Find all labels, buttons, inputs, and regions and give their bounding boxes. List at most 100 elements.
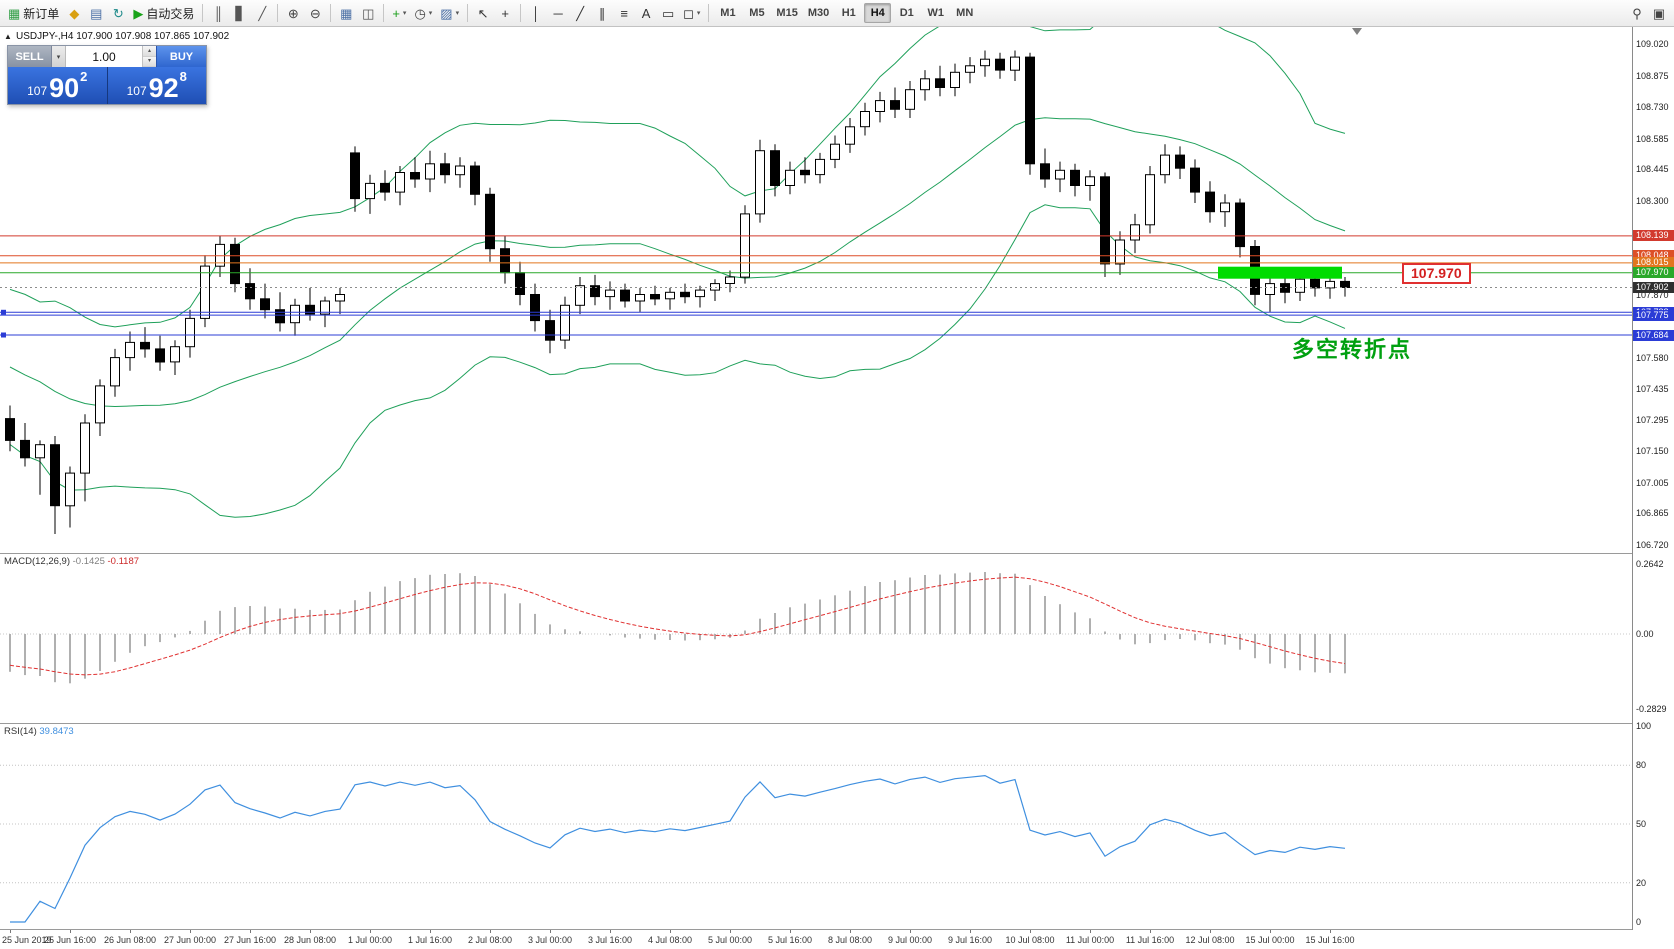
hline-button[interactable]: ─ bbox=[547, 2, 569, 24]
time-label: 9 Jul 00:00 bbox=[887, 935, 933, 945]
time-axis[interactable]: 25 Jun 2019 25 Jun 16:00 26 Jun 08:00 27 Ju… bbox=[0, 930, 1674, 949]
timeframe-h4-button[interactable]: H4 bbox=[864, 3, 892, 23]
refresh-button[interactable]: ↻ bbox=[107, 2, 129, 24]
turning-point-annotation[interactable]: 多空转折点 bbox=[1292, 337, 1413, 362]
bollinger-upper-line bbox=[9, 27, 1346, 328]
trade-panel-collapse-arrow[interactable]: ▲ bbox=[4, 32, 12, 41]
channel-icon: ∥ bbox=[598, 5, 606, 21]
buy-price-main: 92 bbox=[148, 73, 179, 103]
rsi-scale-label: 50 bbox=[1636, 819, 1647, 829]
macd-chart[interactable] bbox=[0, 554, 1632, 723]
autotrade-button[interactable]: ▶ 自动交易 bbox=[129, 2, 198, 24]
support-zone-box[interactable] bbox=[1218, 266, 1342, 279]
timeframe-mn-button[interactable]: MN bbox=[951, 3, 978, 23]
channel-button[interactable]: ∥ bbox=[591, 2, 613, 24]
candlestick-button[interactable]: ▋ bbox=[229, 2, 251, 24]
template-button[interactable]: ▨ ▾ bbox=[436, 2, 463, 24]
time-axis-tick bbox=[490, 930, 491, 933]
price-level-label[interactable]: 107.970 bbox=[1402, 263, 1471, 284]
autotrade-label: 自动交易 bbox=[146, 6, 195, 21]
grid-button[interactable]: ▦ bbox=[335, 2, 357, 24]
sell-price-display[interactable]: 107 90 2 bbox=[8, 67, 107, 104]
volume-down-button[interactable]: ▾ bbox=[143, 56, 156, 67]
panel-divider[interactable] bbox=[0, 553, 1674, 554]
hline-handle[interactable] bbox=[1, 332, 6, 338]
candlestick-icon: ▋ bbox=[235, 5, 246, 21]
hline-handle[interactable] bbox=[1, 309, 6, 315]
price-scale-label: 107.005 bbox=[1636, 477, 1669, 488]
toolbar-separator bbox=[383, 4, 385, 22]
price-badge-108.139: 108.139 bbox=[1633, 230, 1674, 242]
zoom-out-button[interactable]: ⊖ bbox=[304, 2, 326, 24]
new-order-icon: ▦ bbox=[8, 5, 21, 21]
timeframe-m5-button[interactable]: M5 bbox=[743, 3, 770, 23]
hline-icon: ─ bbox=[553, 5, 563, 21]
profiles-button[interactable]: ◆ bbox=[63, 2, 85, 24]
time-axis-tick bbox=[70, 930, 71, 933]
volume-input[interactable] bbox=[66, 46, 142, 67]
timeframe-d1-button[interactable]: D1 bbox=[893, 3, 920, 23]
toolbar: ▦ 新订单 ◆ ▤ ↻ ▶ 自动交易 ║ ▋ ╱ ⊕ ⊖ ▦ ◫ + ▾ ◷ ▾ ▨ ▾ ↖ + │ ─ ╱ ∥ ≡ A ▭ ◻ ▾ M1 M… bbox=[0, 0, 1674, 27]
period-clock-button[interactable]: ◷ ▾ bbox=[410, 2, 436, 24]
vline-button[interactable]: │ bbox=[525, 2, 547, 24]
time-label: 11 Jul 16:00 bbox=[1125, 935, 1175, 945]
timeframe-w1-button[interactable]: W1 bbox=[922, 3, 949, 23]
bollinger-lower-line bbox=[9, 204, 1346, 518]
timeframe-m1-button[interactable]: M1 bbox=[714, 3, 741, 23]
new-order-button[interactable]: ▦ 新订单 bbox=[4, 2, 63, 24]
toolbar-separator bbox=[202, 4, 204, 22]
buy-price-display[interactable]: 107 92 8 bbox=[108, 67, 207, 104]
label-button[interactable]: ▭ bbox=[657, 2, 679, 24]
volume-dropdown-button[interactable]: ▾ bbox=[52, 46, 66, 67]
volume-up-button[interactable]: ▴ bbox=[143, 46, 156, 57]
macd-panel[interactable]: MACD(12,26,9) -0.1425 -0.1187 bbox=[0, 554, 1632, 723]
rsi-panel[interactable]: RSI(14) 39.8473 bbox=[0, 724, 1632, 929]
text-button[interactable]: A bbox=[635, 2, 657, 24]
search-button[interactable]: ⚲ bbox=[1626, 2, 1648, 24]
panel-divider[interactable] bbox=[0, 723, 1674, 724]
time-axis-tick bbox=[130, 930, 131, 933]
shapes-button[interactable]: ◻ ▾ bbox=[679, 2, 704, 24]
trendline-button[interactable]: ╱ bbox=[569, 2, 591, 24]
time-label: 25 Jun 16:00 bbox=[43, 935, 97, 945]
candlestick-chart[interactable] bbox=[0, 27, 1632, 553]
grid-icon: ▦ bbox=[340, 5, 353, 21]
price-scale-label: 109.020 bbox=[1636, 39, 1669, 49]
cursor-button[interactable]: ↖ bbox=[472, 2, 494, 24]
fibonacci-button[interactable]: ≡ bbox=[613, 2, 635, 24]
time-label: 2 Jul 08:00 bbox=[467, 935, 513, 945]
caret-down-icon: ▾ bbox=[428, 10, 433, 17]
time-label: 27 Jun 16:00 bbox=[223, 935, 277, 945]
timeframe-h1-button[interactable]: H1 bbox=[835, 3, 862, 23]
timeframe-m30-button[interactable]: M30 bbox=[804, 3, 833, 23]
crosshair-button[interactable]: + bbox=[494, 2, 516, 24]
macd-scale-label: 0.00 bbox=[1636, 629, 1654, 639]
time-axis-tick bbox=[250, 930, 251, 933]
price-scale-label: 108.300 bbox=[1636, 195, 1669, 206]
time-label: 10 Jul 08:00 bbox=[1005, 935, 1055, 945]
time-label: 1 Jul 00:00 bbox=[347, 935, 393, 945]
charts-window-icon: ▤ bbox=[90, 5, 103, 21]
main-chart-area[interactable]: ▲ USDJPY-,H4 107.900 107.908 107.865 107… bbox=[0, 27, 1632, 553]
line-chart-button[interactable]: ╱ bbox=[251, 2, 273, 24]
zoom-in-button[interactable]: ⊕ bbox=[282, 2, 304, 24]
time-axis-tick bbox=[1210, 930, 1211, 933]
timeframe-m15-button[interactable]: M15 bbox=[772, 3, 801, 23]
time-axis-tick bbox=[190, 930, 191, 933]
time-label: 9 Jul 16:00 bbox=[947, 935, 993, 945]
rsi-scale-label: 80 bbox=[1636, 760, 1647, 771]
chart-shift-marker[interactable] bbox=[1352, 28, 1362, 35]
price-scale[interactable]: 109.020 108.875 108.730 108.585 108.445 108.3… bbox=[1632, 27, 1674, 930]
sell-button[interactable]: SELL bbox=[8, 46, 52, 67]
fullscreen-button[interactable]: ▣ bbox=[1648, 2, 1670, 24]
rsi-chart[interactable] bbox=[0, 724, 1632, 929]
toolbar-separator bbox=[277, 4, 279, 22]
buy-button[interactable]: BUY bbox=[156, 46, 206, 67]
indicators-button[interactable]: + ▾ bbox=[388, 2, 410, 24]
bar-chart-button[interactable]: ║ bbox=[207, 2, 229, 24]
time-label: 1 Jul 16:00 bbox=[407, 935, 453, 945]
bar-chart-icon: ║ bbox=[213, 5, 223, 21]
time-label: 15 Jul 16:00 bbox=[1305, 935, 1355, 945]
charts-window-button[interactable]: ▤ bbox=[85, 2, 107, 24]
tile-windows-button[interactable]: ◫ bbox=[357, 2, 379, 24]
